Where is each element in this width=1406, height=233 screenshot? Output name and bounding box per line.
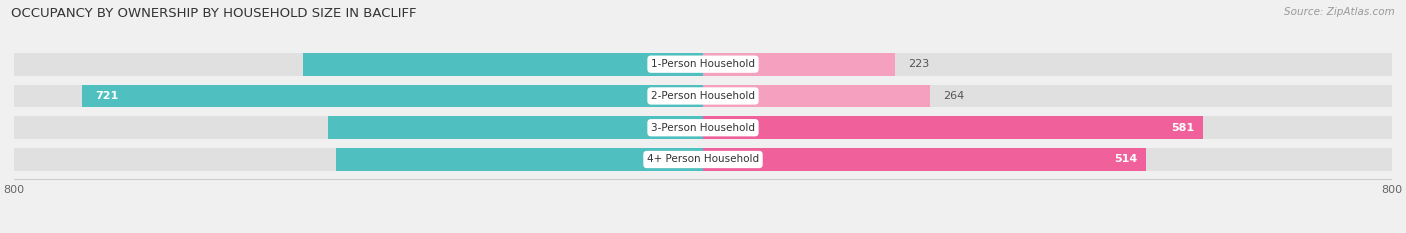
Bar [304, 53, 703, 76]
Text: 581: 581 [1171, 123, 1195, 133]
Text: 464: 464 [665, 59, 686, 69]
Bar [14, 85, 1392, 107]
Text: 426: 426 [665, 154, 686, 164]
Text: OCCUPANCY BY OWNERSHIP BY HOUSEHOLD SIZE IN BACLIFF: OCCUPANCY BY OWNERSHIP BY HOUSEHOLD SIZE… [11, 7, 416, 20]
Bar [703, 116, 1204, 139]
Text: 4+ Person Household: 4+ Person Household [647, 154, 759, 164]
Bar [703, 85, 931, 107]
Bar [14, 116, 1392, 139]
Text: 436: 436 [665, 123, 686, 133]
Bar [703, 53, 896, 76]
Bar [14, 148, 1392, 171]
Bar [328, 116, 703, 139]
Bar [82, 85, 703, 107]
Text: 3-Person Household: 3-Person Household [651, 123, 755, 133]
Bar [703, 148, 1146, 171]
Text: 264: 264 [943, 91, 965, 101]
Text: Source: ZipAtlas.com: Source: ZipAtlas.com [1284, 7, 1395, 17]
Bar [336, 148, 703, 171]
Text: 2-Person Household: 2-Person Household [651, 91, 755, 101]
Bar [14, 53, 1392, 76]
Text: 721: 721 [96, 91, 118, 101]
Text: 223: 223 [908, 59, 929, 69]
Text: 514: 514 [1114, 154, 1137, 164]
Text: 1-Person Household: 1-Person Household [651, 59, 755, 69]
